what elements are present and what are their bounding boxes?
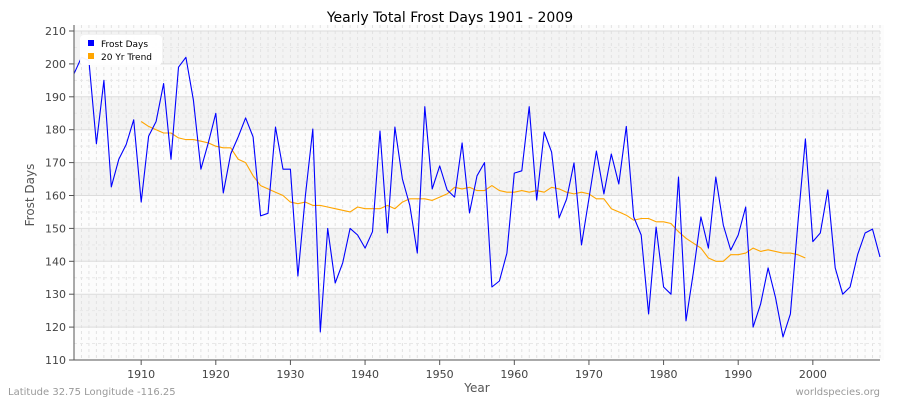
x-tick-label: 1910 [127, 368, 155, 381]
y-tick-label: 110 [45, 354, 66, 367]
plot-background [74, 25, 884, 360]
x-tick-label: 1980 [650, 368, 678, 381]
y-tick-label: 150 [45, 222, 66, 235]
x-tick-label: 1940 [351, 368, 379, 381]
chart-title: Yearly Total Frost Days 1901 - 2009 [326, 10, 573, 26]
legend-swatch-trend [88, 53, 94, 59]
x-tick-label: 1950 [426, 368, 454, 381]
y-tick-label: 200 [45, 58, 66, 71]
location-footer: Latitude 32.75 Longitude -116.25 [8, 387, 176, 398]
legend: Frost Days 20 Yr Trend [80, 35, 162, 65]
x-tick-label: 2000 [799, 368, 827, 381]
x-tick-label: 1920 [202, 368, 230, 381]
axes: 110 120 130 140 150 160 170 180 190 200 210 1910 192… [45, 25, 880, 381]
x-tick-label: 1990 [724, 368, 752, 381]
x-axis-label: Year [463, 381, 489, 395]
y-tick-label: 170 [45, 157, 66, 170]
x-tick-label: 1970 [575, 368, 603, 381]
y-tick-label: 140 [45, 255, 66, 268]
legend-box [80, 35, 162, 65]
y-tick-label: 160 [45, 190, 66, 203]
legend-swatch-frost-days [88, 40, 94, 46]
series-lines [73, 56, 881, 338]
y-tick-label: 210 [45, 25, 66, 38]
y-tick-label: 120 [45, 321, 66, 334]
x-tick-label: 1960 [500, 368, 528, 381]
y-tick-label: 180 [45, 124, 66, 137]
x-tick-label: 1930 [276, 368, 304, 381]
series-line-frost-days [73, 56, 881, 338]
legend-label-trend: 20 Yr Trend [101, 53, 152, 63]
y-tick-label: 190 [45, 91, 66, 104]
series-line-trend [140, 121, 806, 262]
legend-label-frost-days: Frost Days [101, 40, 148, 50]
y-axis-label: Frost Days [23, 164, 37, 227]
source-footer[interactable]: worldspecies.org [796, 387, 880, 398]
grid-lines [73, 25, 881, 361]
y-tick-label: 130 [45, 288, 66, 301]
